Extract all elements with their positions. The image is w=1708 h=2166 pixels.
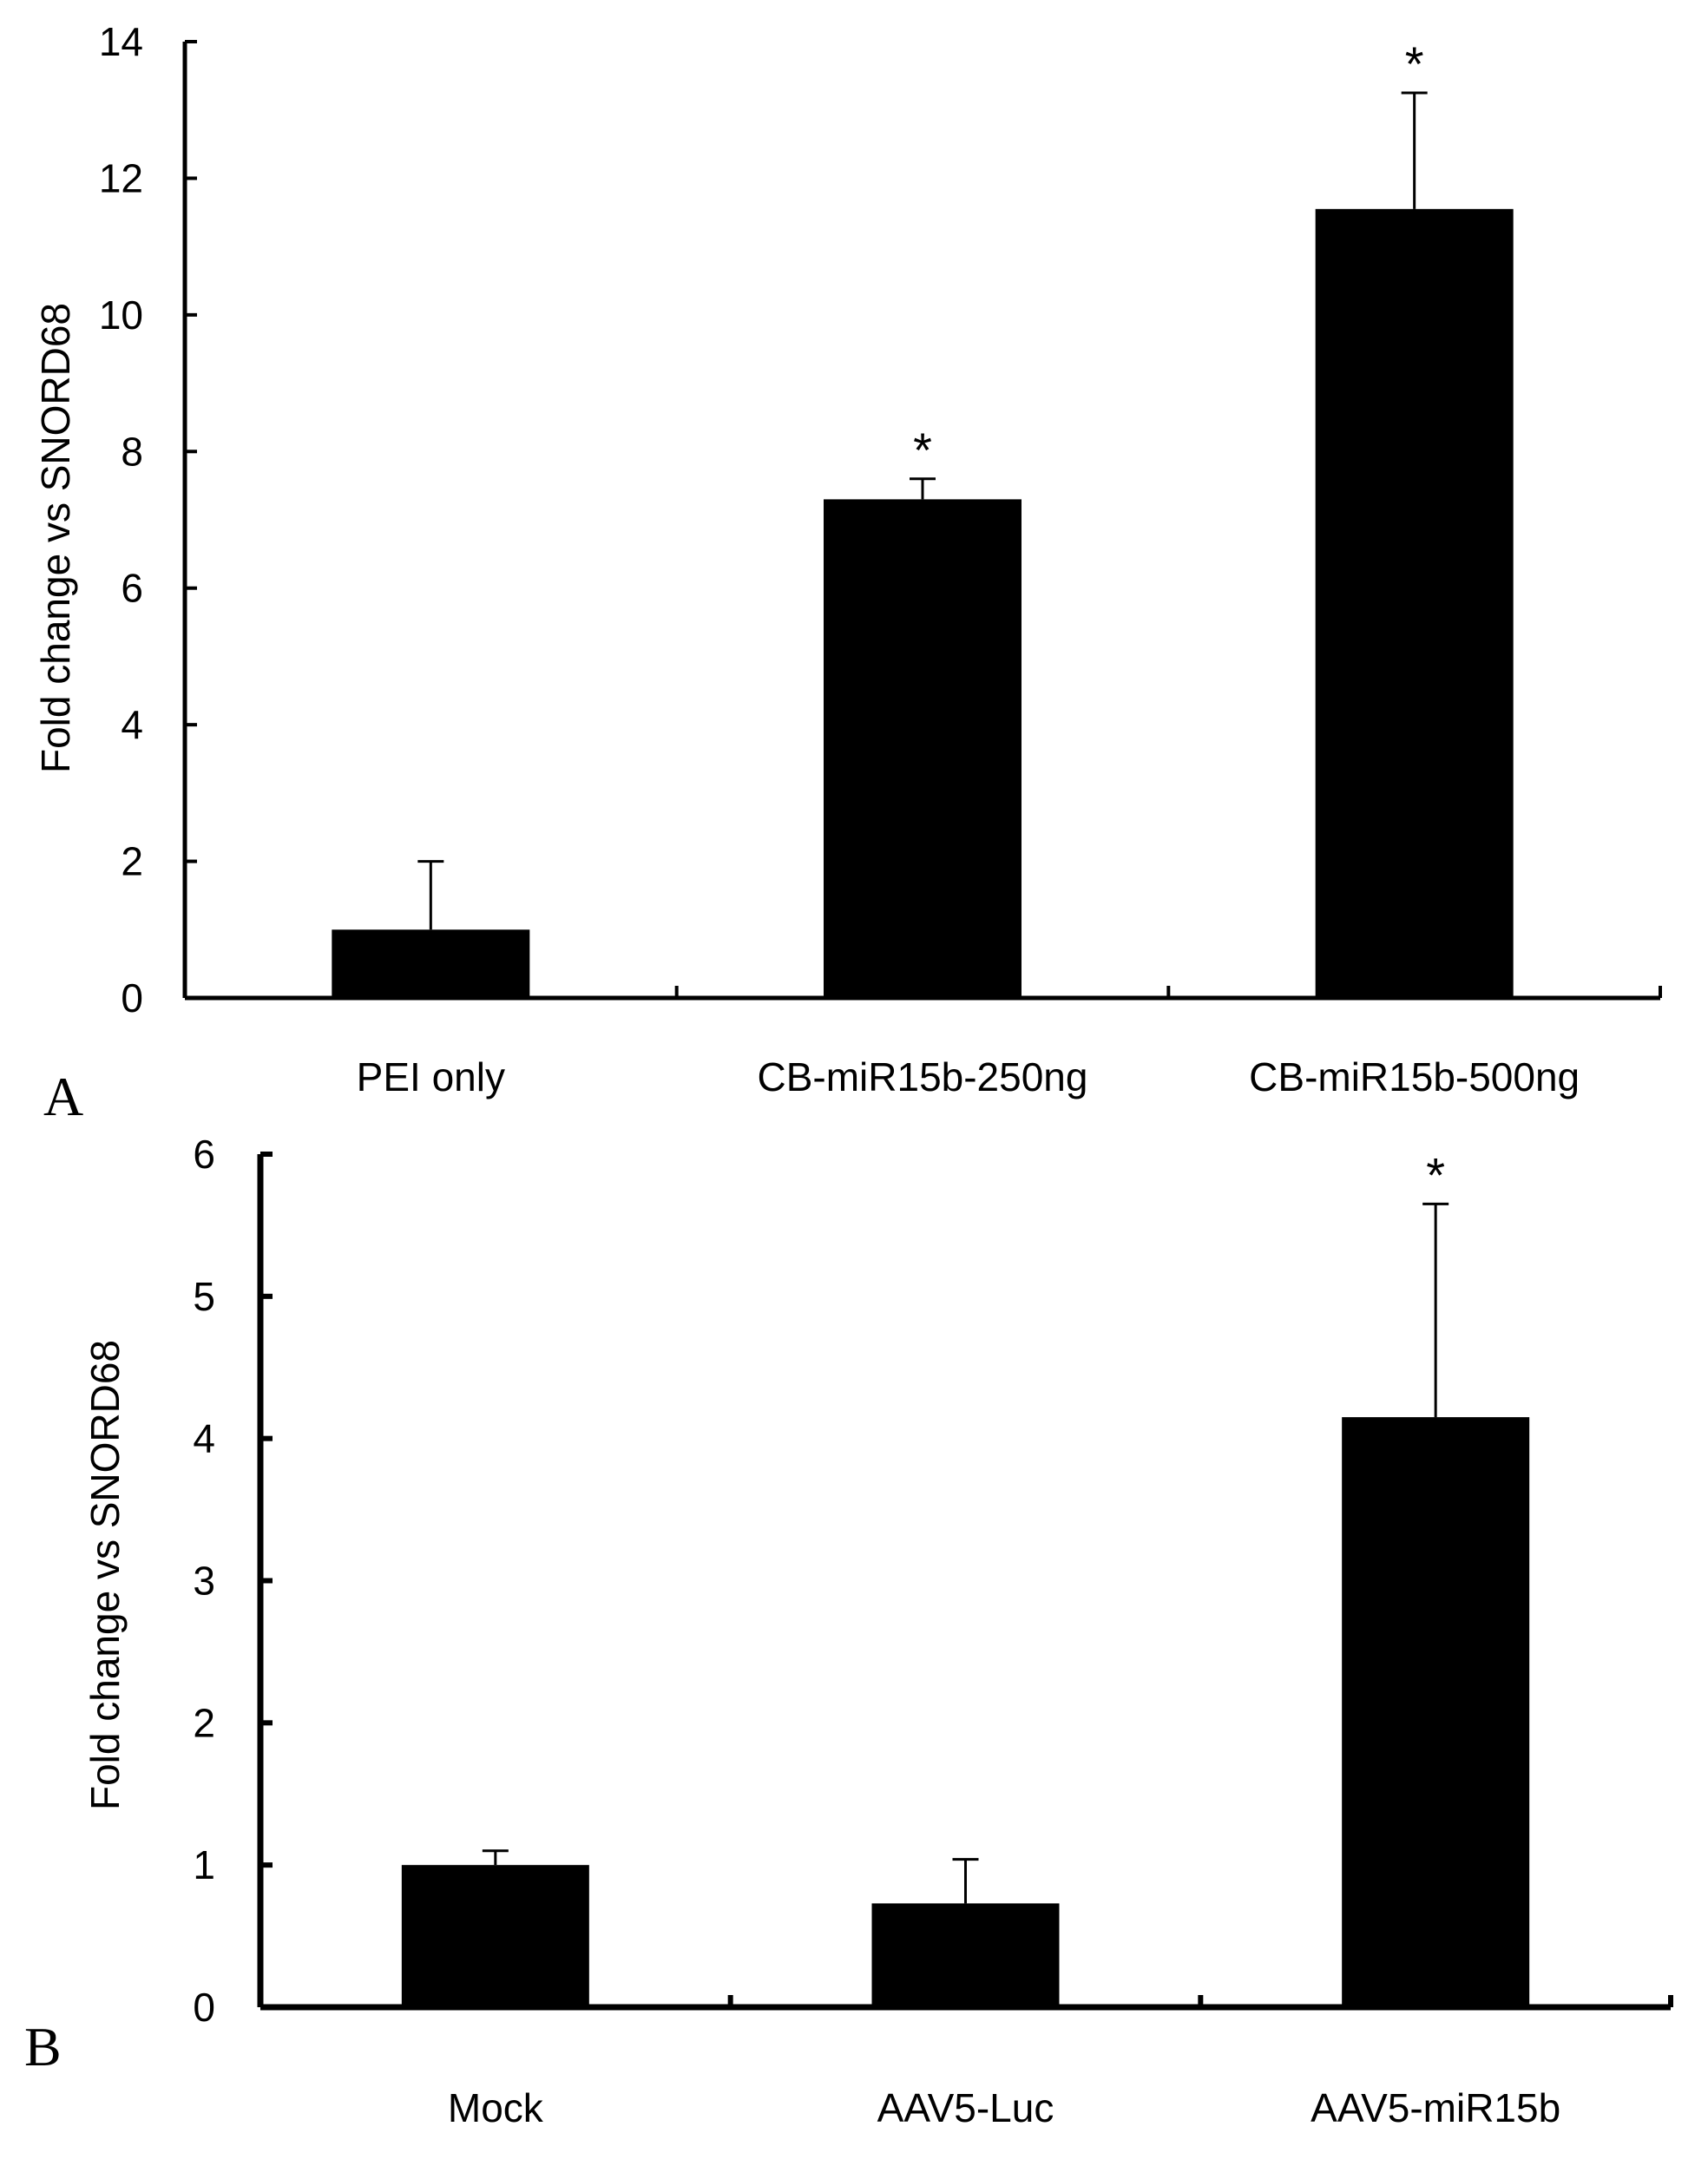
y-tick-label: 12 <box>99 155 143 200</box>
y-axis-title-a: Fold change vs SNORD68 <box>33 303 78 773</box>
significance-marker: * <box>1405 36 1424 91</box>
bar <box>401 1865 589 2007</box>
y-tick-label: 1 <box>193 1842 215 1887</box>
y-tick-label: 6 <box>121 566 143 611</box>
chart-panel-a: A Fold change vs SNORD68 0 2 4 6 8 10 12 14 PEI … <box>33 19 1662 1127</box>
y-tick-label: 8 <box>121 429 143 474</box>
y-tick-label: 5 <box>193 1274 215 1319</box>
category-label: CB-miR15b-500ng <box>1249 1054 1580 1099</box>
y-tick-label: 2 <box>193 1700 215 1745</box>
chart-panel-b: B Fold change vs SNORD68 0 1 2 3 4 5 6 Mock AAV5… <box>24 1132 1673 2130</box>
category-label: Mock <box>448 2085 544 2130</box>
bar <box>332 929 530 998</box>
y-tick-label: 10 <box>99 292 143 338</box>
y-tick-label: 4 <box>193 1416 215 1461</box>
y-tick-label: 6 <box>193 1132 215 1177</box>
y-axis-title-b: Fold change vs SNORD68 <box>82 1340 128 1810</box>
y-tick-label: 14 <box>99 19 143 64</box>
y-tick-label: 3 <box>193 1559 215 1604</box>
category-label: AAV5-miR15b <box>1311 2085 1560 2130</box>
category-label: AAV5-Luc <box>877 2085 1054 2130</box>
panel-label-a: A <box>43 1066 83 1127</box>
y-tick-label: 4 <box>121 702 143 747</box>
panel-label-b: B <box>24 2016 62 2077</box>
bar <box>1342 1417 1530 2007</box>
bar <box>824 499 1022 998</box>
y-tick-label: 2 <box>121 839 143 884</box>
y-tick-label: 0 <box>193 1985 215 2030</box>
category-label: PEI only <box>357 1054 505 1099</box>
category-label: CB-miR15b-250ng <box>758 1054 1088 1099</box>
y-tick-label: 0 <box>121 975 143 1021</box>
bar <box>871 1903 1060 2007</box>
bar <box>1315 208 1514 999</box>
significance-marker: * <box>913 423 932 477</box>
significance-marker: * <box>1426 1147 1445 1202</box>
